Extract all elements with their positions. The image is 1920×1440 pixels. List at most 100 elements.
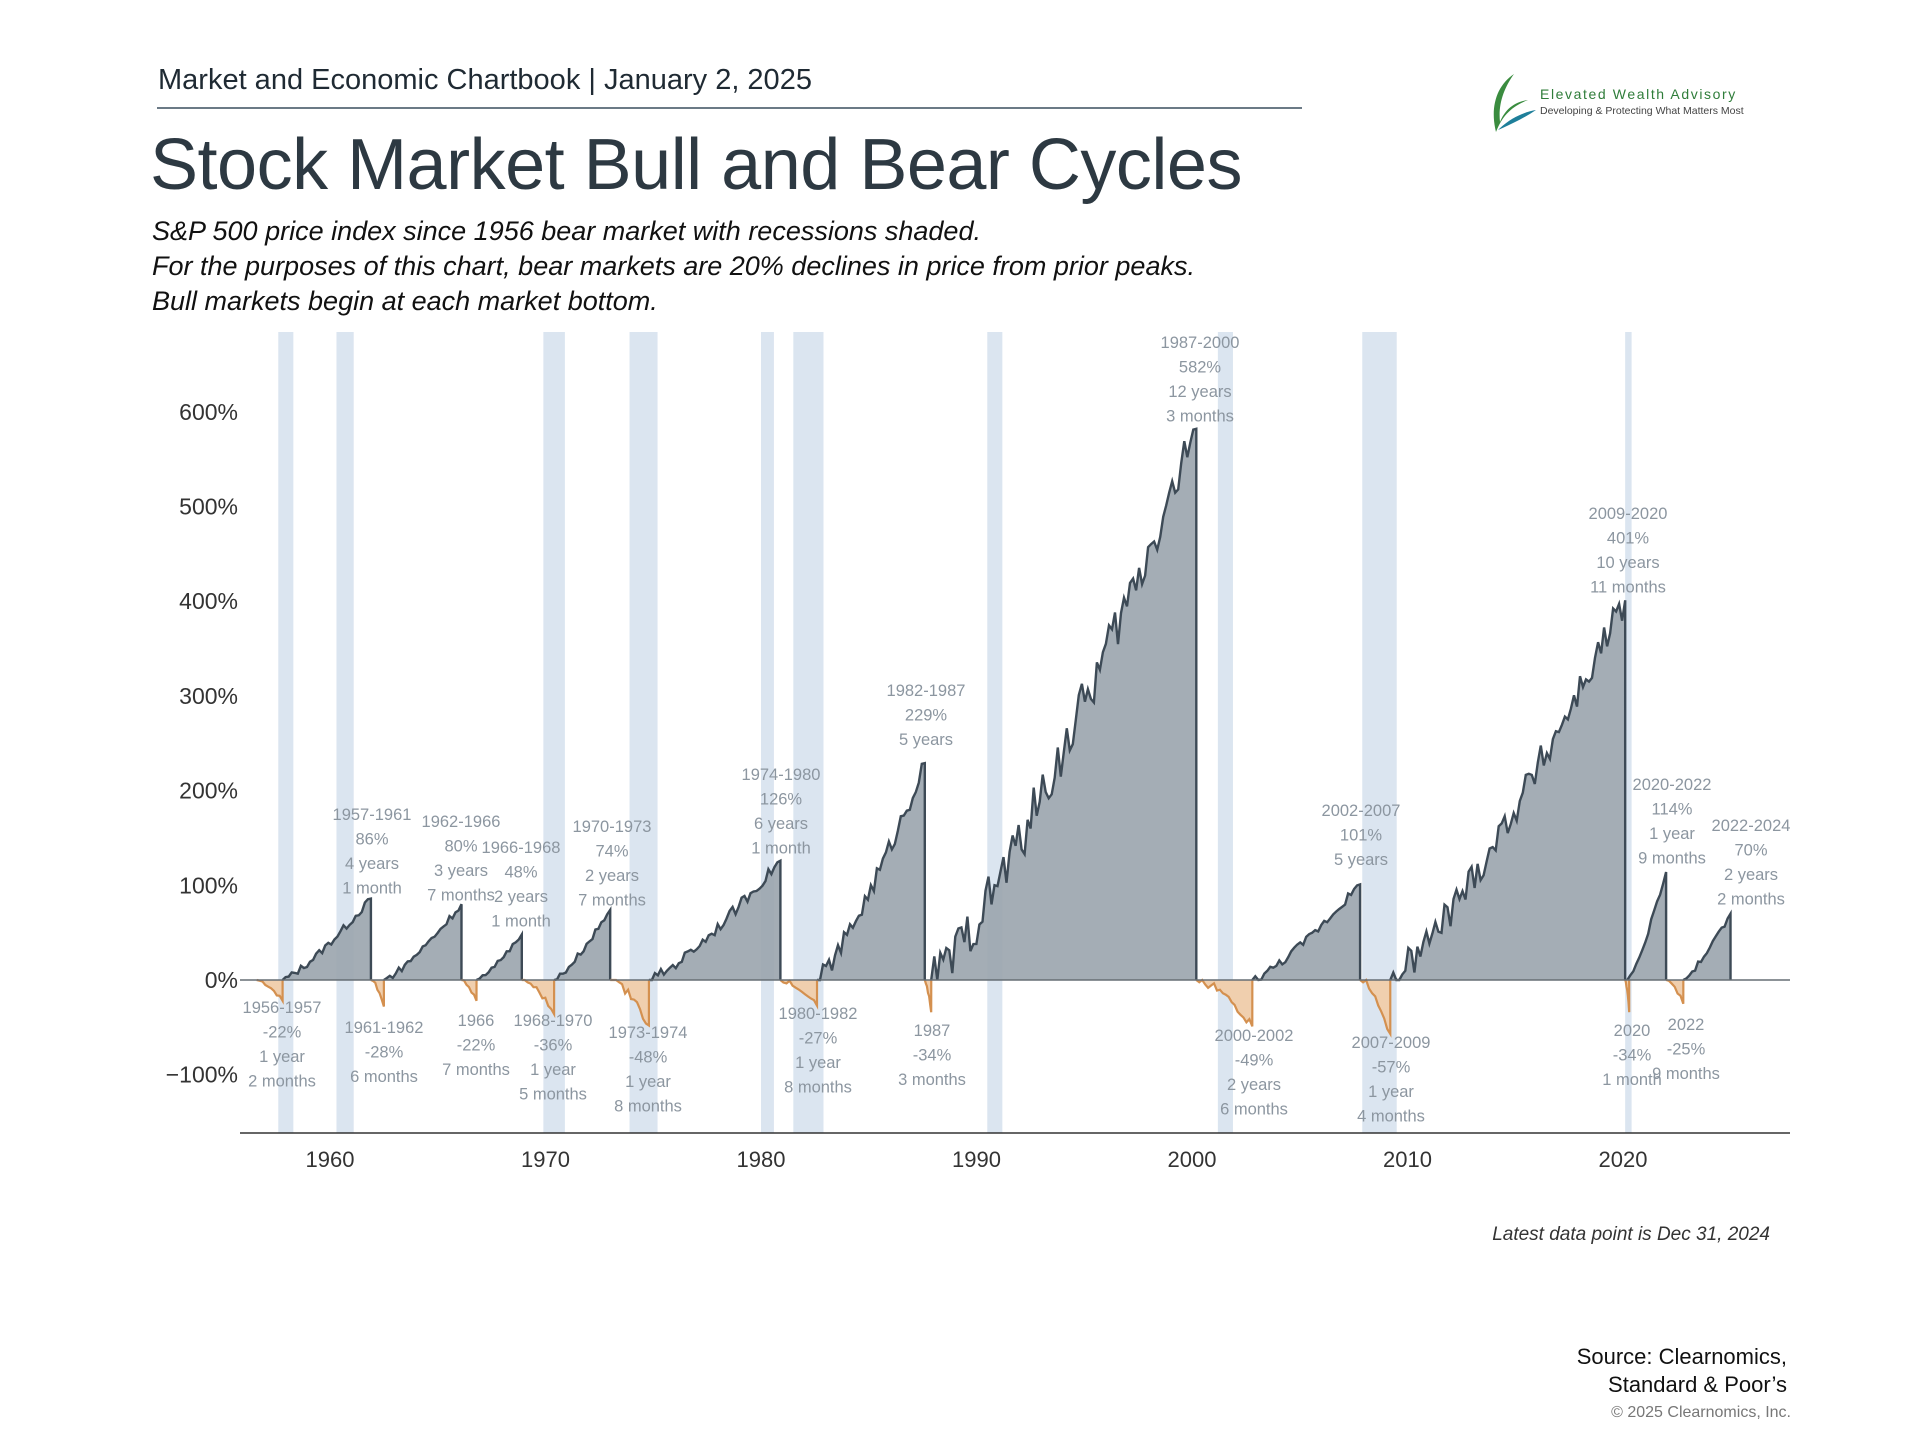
- recession-band-4: [761, 332, 774, 1133]
- bull-line-2: [476, 930, 524, 982]
- bull-annotation-7: 2002-2007 101% 5 years: [1322, 802, 1401, 869]
- bear-annotation-line: 6 months: [1220, 1101, 1288, 1119]
- copyright: © 2025 Clearnomics, Inc.: [1611, 1404, 1791, 1421]
- bull-annotation-line: 48%: [504, 864, 537, 882]
- bear-annotation-line: 2 years: [1227, 1076, 1281, 1094]
- bull-annotation-line: 1982-1987: [887, 682, 966, 700]
- bear-annotation-5: 1980-1982 -27% 1 year 8 months: [779, 1005, 858, 1097]
- logo-tagline: Developing & Protecting What Matters Mos…: [1540, 105, 1744, 117]
- bull-annotation-6: 1987-2000 582% 12 years 3 months: [1161, 334, 1240, 426]
- bear-annotation-line: 1 year: [259, 1048, 305, 1066]
- bull-annotation-line: 10 years: [1596, 554, 1659, 572]
- logo-name: Elevated Wealth Advisory: [1540, 86, 1737, 102]
- x-tick-label: 2000: [1168, 1147, 1217, 1172]
- bear-annotation-line: 8 months: [784, 1079, 852, 1097]
- bull-area-8: [1390, 600, 1626, 980]
- bear-annotation-line: -48%: [629, 1049, 668, 1067]
- bull-annotation-line: 1 month: [342, 880, 402, 898]
- bull-annotation-10: 2022-2024 70% 2 years 2 months: [1712, 817, 1791, 909]
- bull-annotation-line: 7 months: [427, 887, 495, 905]
- bull-annotation-line: 582%: [1179, 359, 1222, 377]
- bear-annotation-1: 1961-1962 -28% 6 months: [345, 1019, 424, 1086]
- recession-band-9: [1625, 332, 1632, 1133]
- bear-annotation-line: 5 months: [519, 1086, 587, 1104]
- bull-annotation-0: 1957-1961 86% 4 years 1 month: [333, 806, 412, 898]
- bull-annotation-line: 1970-1973: [573, 818, 652, 836]
- bull-area-7: [1252, 884, 1361, 980]
- bear-annotation-4: 1973-1974 -48% 1 year 8 months: [609, 1024, 688, 1116]
- bear-line-7: [1195, 978, 1254, 1027]
- bull-annotation-line: 401%: [1607, 530, 1650, 548]
- bear-area-5: [780, 980, 818, 1006]
- bull-line-0: [281, 897, 373, 981]
- bull-annotation-line: 6 years: [754, 815, 808, 833]
- bear-line-1: [370, 978, 385, 1007]
- bear-annotation-line: 1980-1982: [779, 1005, 858, 1023]
- bear-annotation-line: 1968-1970: [514, 1012, 593, 1030]
- bear-annotation-line: 1987: [914, 1022, 951, 1040]
- recession-band-1: [336, 332, 354, 1133]
- bull-area-4: [648, 860, 781, 980]
- subtitle-line-3: Bull markets begin at each market bottom…: [152, 286, 658, 316]
- bull-annotation-line: 2002-2007: [1322, 802, 1401, 820]
- bear-annotation-line: -34%: [913, 1047, 952, 1065]
- page-title: Stock Market Bull and Bear Cycles: [150, 125, 1242, 205]
- bull-annotation-line: 126%: [760, 791, 803, 809]
- bull-annotation-line: 7 months: [578, 892, 646, 910]
- bull-annotation-line: 70%: [1734, 842, 1767, 860]
- bear-area-6: [924, 980, 932, 1013]
- bear-annotation-line: 1 year: [795, 1054, 841, 1072]
- bull-annotation-line: 2 years: [1724, 866, 1778, 884]
- recession-band-7: [1217, 332, 1233, 1133]
- bear-area-8: [1360, 980, 1391, 1034]
- y-tick-label: −100%: [166, 1062, 238, 1088]
- source-note: Source: Clearnomics, Standard & Poor’s: [1577, 1343, 1787, 1399]
- bear-annotation-line: -22%: [457, 1037, 496, 1055]
- bull-annotation-4: 1974-1980 126% 6 years 1 month: [742, 766, 821, 858]
- latest-data-note: Latest data point is Dec 31, 2024: [1492, 1224, 1770, 1245]
- bear-line-0: [256, 978, 284, 1005]
- bull-annotation-line: 12 years: [1168, 383, 1231, 401]
- recession-band-5: [793, 332, 824, 1133]
- bull-area-0: [282, 898, 371, 980]
- header-divider: [157, 107, 1302, 109]
- source-line-2: Standard & Poor’s: [1608, 1372, 1787, 1397]
- bear-line-3: [521, 978, 556, 1019]
- bear-line-2: [461, 978, 478, 1002]
- bull-area-9: [1627, 872, 1667, 980]
- bear-annotation-9: 2020 -34% 1 month: [1602, 1022, 1662, 1089]
- bear-annotation-6: 1987 -34% 3 months: [898, 1022, 966, 1089]
- bull-annotation-line: 1966-1968: [482, 839, 561, 857]
- bear-annotation-line: 8 months: [614, 1098, 682, 1116]
- bull-area-1: [383, 904, 462, 980]
- bear-annotation-line: 6 months: [350, 1068, 418, 1086]
- bull-annotation-5: 1982-1987 229% 5 years: [887, 682, 966, 749]
- recession-band-8: [1362, 332, 1397, 1133]
- bear-area-4: [610, 980, 649, 1026]
- bull-annotation-line: 5 years: [1334, 851, 1388, 869]
- bull-line-4: [648, 858, 782, 982]
- bear-annotation-line: 7 months: [442, 1061, 510, 1079]
- bull-annotation-line: 1 month: [491, 913, 551, 931]
- bear-annotation-line: 1961-1962: [345, 1019, 424, 1037]
- bear-annotation-line: -27%: [799, 1030, 838, 1048]
- bear-annotation-line: -36%: [534, 1037, 573, 1055]
- y-tick-label: 600%: [179, 399, 238, 425]
- bear-annotation-8: 2007-2009 -57% 1 year 4 months: [1352, 1034, 1431, 1126]
- bull-annotation-line: 5 years: [899, 731, 953, 749]
- bull-line-9: [1626, 871, 1668, 981]
- y-tick-label: 0%: [205, 967, 238, 993]
- y-tick-label: 300%: [179, 683, 238, 709]
- bear-annotation-line: 1956-1957: [243, 999, 322, 1017]
- bull-annotation-line: 1 year: [1649, 825, 1695, 843]
- bull-annotation-line: 11 months: [1590, 579, 1666, 597]
- bull-annotation-line: 86%: [355, 831, 388, 849]
- bear-annotation-line: 2 months: [248, 1073, 316, 1091]
- y-tick-label: 200%: [179, 778, 238, 804]
- bull-annotation-line: 2020-2022: [1633, 776, 1712, 794]
- bear-annotation-10: 2022 -25% 9 months: [1652, 1016, 1720, 1083]
- bull-line-8: [1389, 599, 1627, 982]
- bear-annotation-line: 2000-2002: [1215, 1027, 1294, 1045]
- x-tick-label: 2010: [1383, 1147, 1432, 1172]
